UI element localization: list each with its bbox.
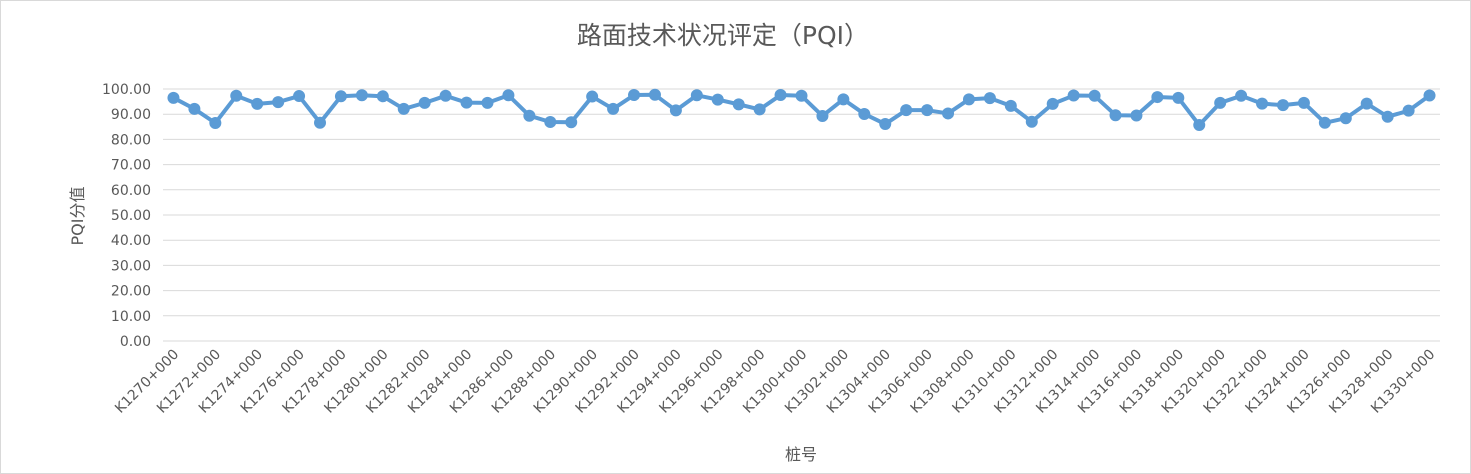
x-axis-title: 桩号 <box>785 445 817 464</box>
data-point <box>1172 91 1185 104</box>
data-point <box>376 90 389 103</box>
data-point <box>293 90 306 103</box>
data-point <box>209 117 222 130</box>
data-point <box>795 89 808 102</box>
data-point <box>502 89 515 102</box>
data-point <box>858 107 871 120</box>
data-point <box>481 96 494 109</box>
data-point <box>753 103 766 116</box>
data-point <box>1025 115 1038 128</box>
x-tick-labels: K1270+000K1272+000K1274+000K1276+000K127… <box>112 347 1438 417</box>
gridlines <box>163 88 1440 342</box>
series-group <box>167 88 1436 132</box>
data-point <box>1402 104 1415 117</box>
data-point <box>565 116 578 129</box>
data-point <box>711 93 724 106</box>
data-point <box>900 104 913 117</box>
data-point <box>1256 97 1269 110</box>
data-point <box>607 102 620 115</box>
data-point <box>1130 109 1143 122</box>
data-point <box>690 89 703 102</box>
data-point <box>355 89 368 102</box>
data-point <box>1381 110 1394 123</box>
data-point <box>921 104 934 117</box>
y-tick-label: 10.00 <box>111 309 151 325</box>
data-point <box>648 88 661 101</box>
y-tick-labels: 0.00 10.00 20.00 30.00 40.00 50.00 60.00 70.00 8… <box>102 82 151 350</box>
data-point <box>544 116 557 129</box>
data-point <box>1046 97 1059 110</box>
y-tick-label: 80.00 <box>111 132 151 148</box>
data-point <box>397 102 410 115</box>
data-point <box>188 102 201 115</box>
data-point <box>1339 112 1352 125</box>
data-point <box>1067 89 1080 102</box>
data-point <box>669 104 682 117</box>
data-point <box>837 93 850 106</box>
data-point <box>272 96 285 109</box>
data-point <box>1214 96 1227 109</box>
y-tick-label: 50.00 <box>111 208 151 224</box>
data-point <box>314 116 327 129</box>
data-point <box>523 109 536 122</box>
y-axis-title: PQI分值 <box>68 187 87 246</box>
data-point <box>167 91 180 104</box>
data-point <box>962 93 975 106</box>
data-point <box>1360 97 1373 110</box>
y-tick-label: 90.00 <box>111 107 151 123</box>
y-tick-label: 100.00 <box>102 82 151 98</box>
data-point <box>942 107 955 120</box>
data-point <box>1151 91 1164 104</box>
data-point <box>1318 116 1331 129</box>
y-tick-label: 20.00 <box>111 284 151 300</box>
data-point <box>460 96 473 109</box>
data-point <box>879 118 892 131</box>
y-tick-label: 40.00 <box>111 233 151 249</box>
data-point <box>774 89 787 102</box>
y-tick-label: 70.00 <box>111 158 151 174</box>
data-point <box>439 89 452 102</box>
y-tick-label: 30.00 <box>111 258 151 274</box>
chart-title: 路面技术状况评定（PQI） <box>577 21 869 50</box>
data-point <box>586 90 599 103</box>
data-point <box>1235 89 1248 102</box>
data-point <box>1297 96 1310 109</box>
data-point <box>1276 99 1289 112</box>
data-point <box>251 97 264 110</box>
data-point <box>230 89 243 102</box>
y-tick-label: 0.00 <box>120 334 151 350</box>
data-point <box>816 109 829 122</box>
data-point <box>334 90 347 103</box>
data-point <box>1109 109 1122 122</box>
data-point <box>628 89 641 102</box>
data-point <box>1423 89 1436 102</box>
data-point <box>1004 99 1017 112</box>
data-point <box>983 92 996 105</box>
data-point <box>732 98 745 111</box>
data-point <box>418 96 431 109</box>
data-point <box>1193 119 1206 132</box>
data-point <box>1088 89 1101 102</box>
y-tick-label: 60.00 <box>111 183 151 199</box>
